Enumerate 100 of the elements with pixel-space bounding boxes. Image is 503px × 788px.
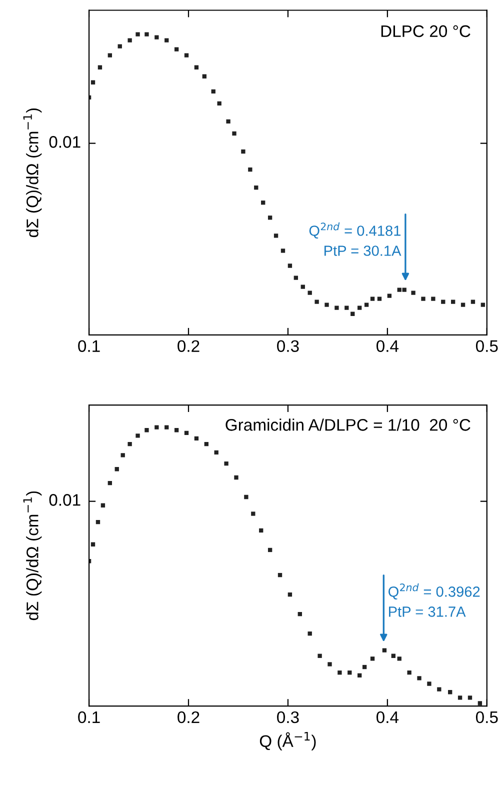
point bbox=[334, 306, 339, 310]
point bbox=[118, 44, 122, 48]
point bbox=[90, 542, 96, 546]
point bbox=[98, 65, 102, 70]
point bbox=[308, 290, 312, 295]
point bbox=[90, 80, 96, 84]
y-axis-title: dΣ (Q)/dΩ (cm$^{−1}$) bbox=[23, 491, 42, 620]
point bbox=[274, 234, 278, 238]
point bbox=[468, 696, 472, 700]
text: 0.01 bbox=[49, 136, 80, 148]
point bbox=[407, 670, 412, 675]
point bbox=[204, 442, 208, 446]
point bbox=[214, 450, 218, 454]
point bbox=[478, 701, 482, 706]
point bbox=[120, 453, 125, 458]
point bbox=[437, 687, 442, 692]
point bbox=[136, 434, 140, 438]
point bbox=[184, 430, 189, 435]
point bbox=[402, 288, 406, 292]
point bbox=[377, 296, 382, 301]
point bbox=[427, 682, 432, 686]
point bbox=[417, 676, 422, 680]
point bbox=[184, 53, 189, 58]
point bbox=[391, 654, 396, 658]
point bbox=[288, 592, 292, 597]
chart-title: Gramicidin A/DLPC = 1/10 20 °C bbox=[226, 418, 470, 431]
point bbox=[136, 32, 140, 36]
point bbox=[338, 670, 342, 675]
point bbox=[251, 512, 256, 516]
point bbox=[387, 294, 392, 298]
point bbox=[234, 475, 238, 480]
x-tick-label: 0.1 bbox=[78, 711, 100, 724]
point bbox=[154, 425, 159, 430]
point bbox=[217, 101, 222, 106]
annotation: Q$^{2nd}$ = 0.4181 PtP = 30.1A bbox=[309, 222, 402, 256]
point bbox=[174, 47, 179, 52]
point bbox=[370, 656, 375, 661]
point bbox=[128, 38, 132, 42]
point bbox=[232, 131, 236, 136]
point bbox=[96, 520, 100, 524]
text: 0.01 bbox=[49, 494, 80, 506]
point bbox=[128, 442, 132, 446]
point bbox=[318, 654, 322, 658]
point bbox=[350, 312, 355, 316]
x-tick-label: 0.5 bbox=[476, 711, 498, 724]
point bbox=[448, 690, 452, 694]
point bbox=[451, 300, 456, 304]
point bbox=[268, 216, 272, 220]
point bbox=[480, 302, 486, 307]
point bbox=[224, 461, 228, 466]
point bbox=[280, 248, 286, 253]
point bbox=[194, 436, 199, 441]
point bbox=[174, 428, 179, 432]
point bbox=[144, 32, 149, 36]
point bbox=[358, 673, 362, 678]
point bbox=[328, 662, 332, 666]
point bbox=[308, 631, 312, 636]
point bbox=[421, 296, 426, 301]
point bbox=[108, 53, 112, 58]
point bbox=[294, 276, 298, 280]
point bbox=[300, 284, 305, 289]
point bbox=[254, 186, 258, 190]
point bbox=[364, 302, 369, 307]
point bbox=[314, 300, 319, 304]
x-tick-label: 0.5 bbox=[476, 340, 498, 352]
point bbox=[259, 528, 264, 533]
point bbox=[431, 296, 436, 301]
point bbox=[211, 89, 216, 94]
point bbox=[241, 149, 246, 154]
point bbox=[460, 302, 466, 307]
point bbox=[358, 306, 362, 310]
point bbox=[114, 467, 119, 472]
point bbox=[261, 200, 266, 205]
point bbox=[164, 38, 169, 42]
x-tick-label: 0.4 bbox=[376, 340, 399, 352]
point bbox=[441, 300, 446, 304]
point bbox=[154, 35, 159, 40]
point bbox=[144, 428, 149, 432]
point bbox=[362, 664, 367, 670]
point bbox=[202, 74, 206, 78]
point bbox=[278, 572, 282, 578]
x-axis-title: Q (Å$^{−1}$) bbox=[260, 732, 316, 750]
chart-title: DLPC 20 °C bbox=[381, 25, 470, 38]
point bbox=[370, 296, 375, 301]
point bbox=[348, 670, 352, 675]
point bbox=[344, 306, 349, 310]
point bbox=[108, 480, 112, 486]
point bbox=[382, 648, 387, 652]
x-tick-label: 0.2 bbox=[178, 340, 200, 352]
point bbox=[164, 425, 169, 430]
point bbox=[470, 300, 476, 304]
x-tick-label: 0.1 bbox=[78, 340, 100, 352]
point bbox=[458, 696, 462, 700]
point bbox=[100, 503, 106, 508]
point bbox=[298, 612, 302, 616]
x-tick-label: 0.3 bbox=[277, 340, 299, 352]
point bbox=[226, 119, 230, 124]
y-axis-title: dΣ (Q)/dΩ (cm$^{−1}$) bbox=[23, 108, 42, 238]
point bbox=[411, 290, 416, 295]
point bbox=[268, 548, 272, 552]
